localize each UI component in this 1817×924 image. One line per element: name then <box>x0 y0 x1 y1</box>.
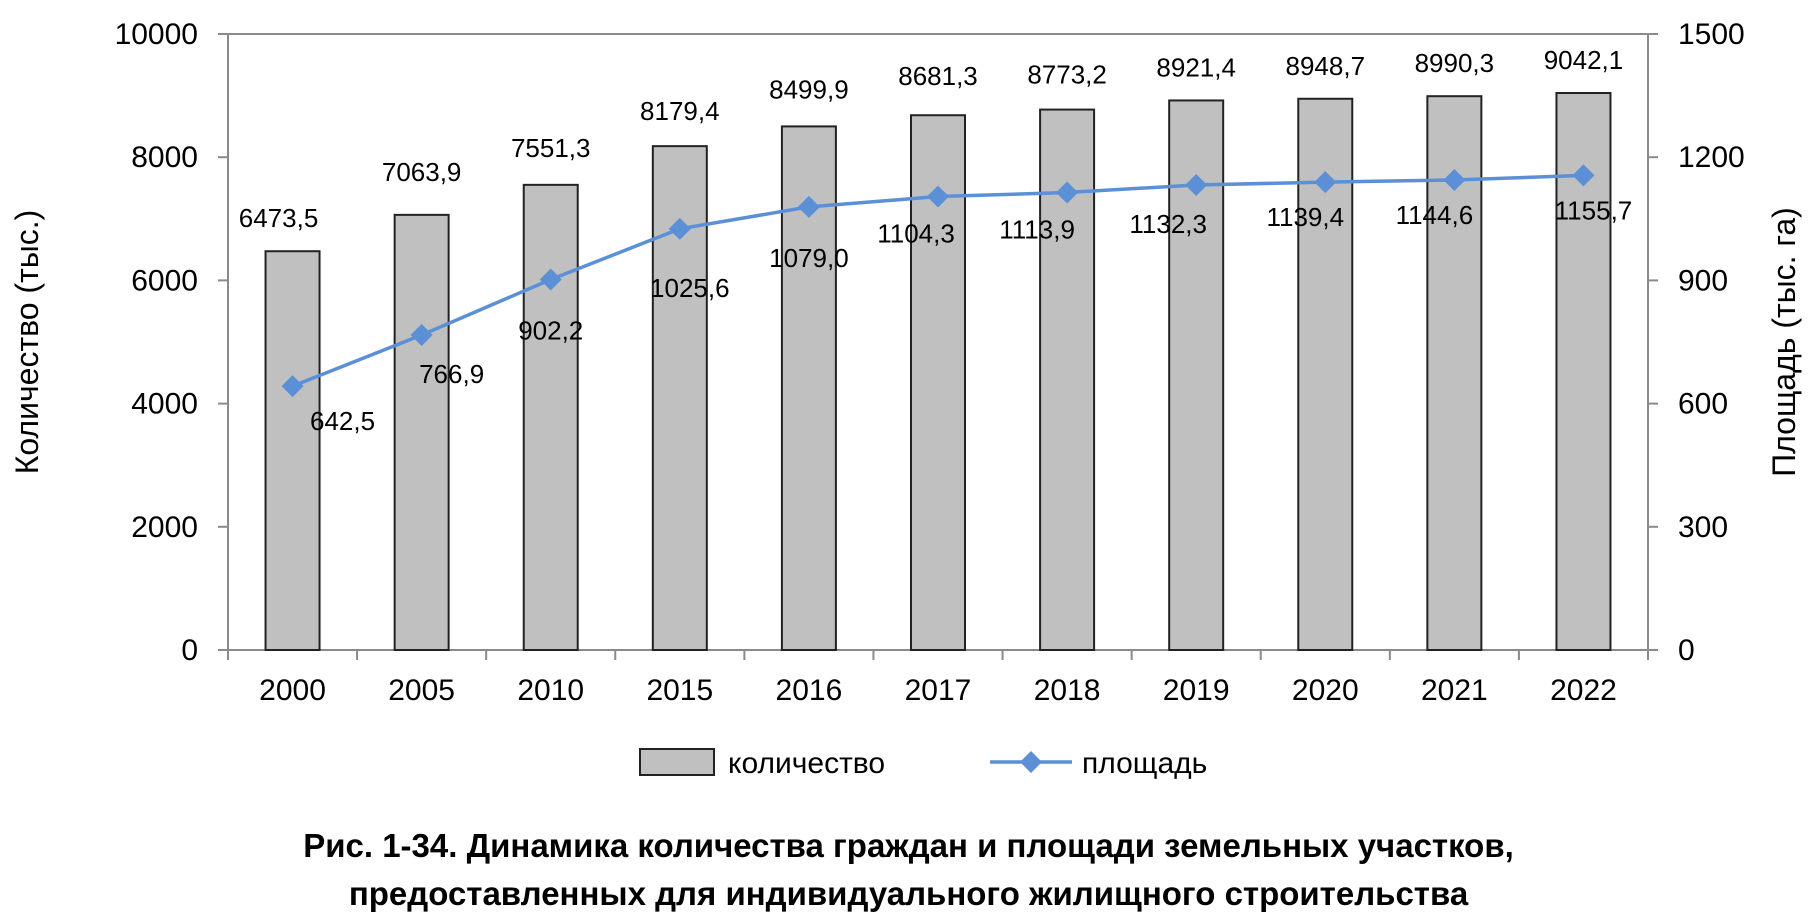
line-data-label: 1155,7 <box>1555 195 1633 225</box>
y-tick-label: 6000 <box>131 264 198 297</box>
line-data-label: 1079,0 <box>769 243 849 273</box>
y2-tick-label: 1200 <box>1678 141 1745 174</box>
line-data-label: 766,9 <box>419 359 484 389</box>
y-tick-label: 8000 <box>131 141 198 174</box>
x-tick-label: 2016 <box>776 674 843 707</box>
bar <box>522 183 579 652</box>
line-data-label: 902,2 <box>518 315 583 345</box>
chart: 0 2000 4000 6000 8000 10000 0 300 600 900 1200 1500… <box>9 18 1802 780</box>
bar-data-label: 9042,1 <box>1544 45 1624 75</box>
bar-data-label: 7551,3 <box>511 133 591 163</box>
bar-data-label: 6473,5 <box>239 203 319 233</box>
x-tick-label: 2020 <box>1292 674 1359 707</box>
line-marker-diamond <box>668 217 691 240</box>
legend-line-marker <box>1020 751 1042 773</box>
line-marker-diamond <box>927 185 949 208</box>
y2-tick-label: 300 <box>1678 511 1728 544</box>
y2-tick-label: 600 <box>1678 388 1728 421</box>
line-marker-diamond <box>1572 164 1595 187</box>
line-marker-diamond <box>281 375 304 398</box>
y2-tick-label: 1500 <box>1678 18 1745 51</box>
line-data-label: 1104,3 <box>877 219 955 249</box>
bar-data-label: 8681,3 <box>898 61 978 91</box>
x-tick-label: 2022 <box>1550 674 1617 707</box>
y-tick-label: 2000 <box>131 511 198 544</box>
bar-data-label: 8499,9 <box>769 74 849 104</box>
line-data-label: 1132,3 <box>1129 209 1207 239</box>
line-data-label: 1139,4 <box>1266 202 1344 232</box>
legend-bar-label: количество <box>728 747 885 780</box>
bar-data-label: 8773,2 <box>1027 60 1107 90</box>
line-marker-diamond <box>1443 168 1466 191</box>
x-tick-label: 2010 <box>517 674 584 707</box>
figure-caption: Рис. 1-34. Динамика количества граждан и… <box>0 822 1817 918</box>
y2-tick-label: 0 <box>1678 634 1695 667</box>
y2-axis-title: Площадь (тыс. га) <box>1766 207 1802 477</box>
line-marker-diamond <box>1056 181 1079 204</box>
legend-line-label: площадь <box>1082 747 1207 780</box>
line-marker-diamond <box>1314 171 1337 194</box>
line-data-label: 1144,6 <box>1396 200 1474 230</box>
x-tick-label: 2021 <box>1421 674 1488 707</box>
caption-line-1: Рис. 1-34. Динамика количества граждан и… <box>303 827 1514 864</box>
line-data-label: 1113,9 <box>999 215 1075 245</box>
bar-data-label: 8179,4 <box>640 96 720 126</box>
y-axis-title: Количество (тыс.) <box>9 210 45 475</box>
line-marker-diamond <box>797 195 820 218</box>
x-tick-label: 2017 <box>905 674 972 707</box>
line-data-label: 642,5 <box>310 406 375 436</box>
bar-data-label: 7063,9 <box>382 157 462 187</box>
y-tick-label: 10000 <box>115 18 198 51</box>
x-tick-label: 2015 <box>646 674 713 707</box>
y2-tick-label: 900 <box>1678 264 1728 297</box>
line-marker-diamond <box>410 324 433 347</box>
bar-data-label: 8990,3 <box>1415 48 1495 78</box>
x-tick-label: 2005 <box>388 674 455 707</box>
bar <box>393 213 450 651</box>
x-tick-label: 2000 <box>259 674 326 707</box>
y-tick-label: 4000 <box>131 388 198 421</box>
y-tick-label: 0 <box>181 634 198 667</box>
x-tick-label: 2019 <box>1163 674 1230 707</box>
bar-data-label: 8921,4 <box>1156 52 1236 82</box>
x-tick-label: 2018 <box>1034 674 1101 707</box>
line-marker-diamond <box>539 268 562 291</box>
bar-data-label: 8948,7 <box>1286 51 1366 81</box>
bar <box>264 250 321 652</box>
line-marker-diamond <box>1185 174 1208 197</box>
line-data-label: 1025,6 <box>650 273 730 303</box>
caption-line-2: предоставленных для индивидуального жили… <box>348 875 1469 912</box>
legend-bar-swatch <box>639 748 715 776</box>
